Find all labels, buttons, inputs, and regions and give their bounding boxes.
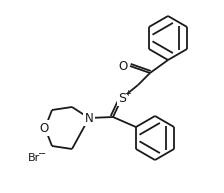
Text: S: S xyxy=(118,91,126,104)
Text: O: O xyxy=(39,122,49,135)
Text: O: O xyxy=(118,59,128,73)
Text: −: − xyxy=(38,149,46,159)
Text: N: N xyxy=(85,112,93,124)
Text: Br: Br xyxy=(28,153,40,163)
Text: +: + xyxy=(125,90,131,98)
